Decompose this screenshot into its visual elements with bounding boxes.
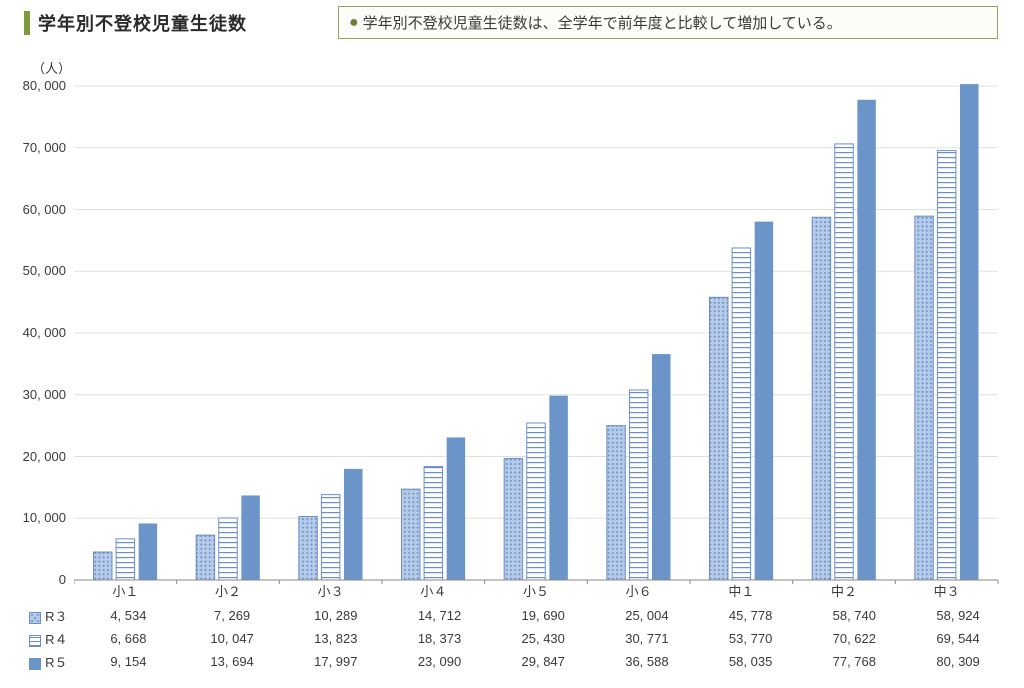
legend-swatch-icon: [29, 612, 41, 624]
bar: [344, 469, 362, 580]
bar: [549, 396, 567, 580]
y-tick-label: 20, 000: [0, 449, 70, 464]
bar: [732, 248, 750, 580]
table-cell: 14, 712: [388, 604, 492, 627]
table-row: R３ 4, 5347, 26910, 28914, 71219, 69025, 0…: [20, 604, 1010, 627]
table-cell: 77, 768: [802, 650, 906, 673]
y-tick-label: 80, 000: [0, 78, 70, 93]
page-root: 学年別不登校児童生徒数 ● 学年別不登校児童生徒数は、全学年で前年度と比較して増…: [0, 0, 1024, 688]
x-category-label: 中２: [831, 584, 857, 599]
table-cell: 36, 588: [595, 650, 699, 673]
table-cell: 23, 090: [388, 650, 492, 673]
bar: [937, 151, 955, 580]
table-cell: 13, 694: [180, 650, 284, 673]
table-cell: 10, 047: [180, 627, 284, 650]
series-label: R５: [45, 655, 67, 670]
bar: [139, 523, 157, 580]
bar: [812, 217, 830, 580]
table-cell: 69, 544: [906, 627, 1010, 650]
series-label: R３: [45, 609, 67, 624]
table-cell: 25, 430: [491, 627, 595, 650]
table-cell: 29, 847: [491, 650, 595, 673]
x-category-label: 小５: [523, 584, 549, 599]
y-tick-label: 0: [0, 572, 70, 587]
note-text: 学年別不登校児童生徒数は、全学年で前年度と比較して増加している。: [363, 12, 842, 33]
table-cell: 6, 668: [77, 627, 181, 650]
bar: [857, 100, 875, 580]
bar: [710, 297, 728, 580]
x-category-label: 小３: [318, 584, 344, 599]
bar: [835, 144, 853, 580]
y-tick-label: 60, 000: [0, 202, 70, 217]
table-cell: 18, 373: [388, 627, 492, 650]
data-table: R３ 4, 5347, 26910, 28914, 71219, 69025, 0…: [20, 604, 1010, 673]
table-row: R４ 6, 66810, 04713, 82318, 37325, 43030, …: [20, 627, 1010, 650]
legend-swatch-icon: [29, 658, 41, 670]
bar: [116, 539, 134, 580]
series-header: R３: [20, 604, 77, 627]
x-category-label: 小４: [420, 584, 446, 599]
y-tick-label: 70, 000: [0, 140, 70, 155]
table-cell: 25, 004: [595, 604, 699, 627]
bar-chart: 小１ 小２ 小３ 小４ 小５ 小６ 中１ 中２ 中３: [74, 80, 1008, 600]
note-bullet-icon: ●: [349, 14, 359, 32]
bar: [196, 535, 214, 580]
header-accent-bar: [24, 11, 30, 35]
x-category-label: 中１: [728, 584, 754, 599]
y-tick-label: 10, 000: [0, 510, 70, 525]
table-cell: 45, 778: [699, 604, 803, 627]
table-cell: 13, 823: [284, 627, 388, 650]
table-cell: 30, 771: [595, 627, 699, 650]
bar: [219, 518, 237, 580]
series-label: R４: [45, 632, 67, 647]
y-tick-label: 50, 000: [0, 263, 70, 278]
y-axis-unit: （人）: [32, 58, 71, 77]
bar: [504, 458, 522, 580]
table-cell: 7, 269: [180, 604, 284, 627]
table-cell: 19, 690: [491, 604, 595, 627]
y-tick-label: 40, 000: [0, 325, 70, 340]
bar: [299, 516, 317, 580]
series-header: R４: [20, 627, 77, 650]
table-cell: 80, 309: [906, 650, 1010, 673]
x-category-label: 小２: [215, 584, 241, 599]
bar: [960, 84, 978, 580]
table-cell: 53, 770: [699, 627, 803, 650]
bar: [607, 426, 625, 580]
series-header: R５: [20, 650, 77, 673]
bar: [424, 467, 442, 580]
bar: [447, 437, 465, 580]
table-cell: 17, 997: [284, 650, 388, 673]
bar: [629, 390, 647, 580]
bar: [94, 552, 112, 580]
table-cell: 70, 622: [802, 627, 906, 650]
table-cell: 58, 740: [802, 604, 906, 627]
legend-swatch-icon: [29, 635, 41, 647]
bar: [755, 222, 773, 580]
bar: [527, 423, 545, 580]
table-row: R５ 9, 15413, 69417, 99723, 09029, 84736, …: [20, 650, 1010, 673]
bar: [241, 495, 259, 580]
header: 学年別不登校児童生徒数: [24, 10, 247, 36]
table-cell: 4, 534: [77, 604, 181, 627]
note-box: ● 学年別不登校児童生徒数は、全学年で前年度と比較して増加している。: [338, 6, 998, 39]
page-title: 学年別不登校児童生徒数: [38, 10, 247, 36]
bar: [652, 354, 670, 580]
bar: [915, 216, 933, 580]
bar: [321, 495, 339, 580]
table-cell: 58, 035: [699, 650, 803, 673]
x-category-label: 小６: [626, 584, 652, 599]
table-cell: 9, 154: [77, 650, 181, 673]
table-cell: 10, 289: [284, 604, 388, 627]
y-tick-label: 30, 000: [0, 387, 70, 402]
x-category-label: 中３: [934, 584, 960, 599]
x-category-label: 小１: [112, 584, 138, 599]
table-cell: 58, 924: [906, 604, 1010, 627]
bar: [402, 489, 420, 580]
